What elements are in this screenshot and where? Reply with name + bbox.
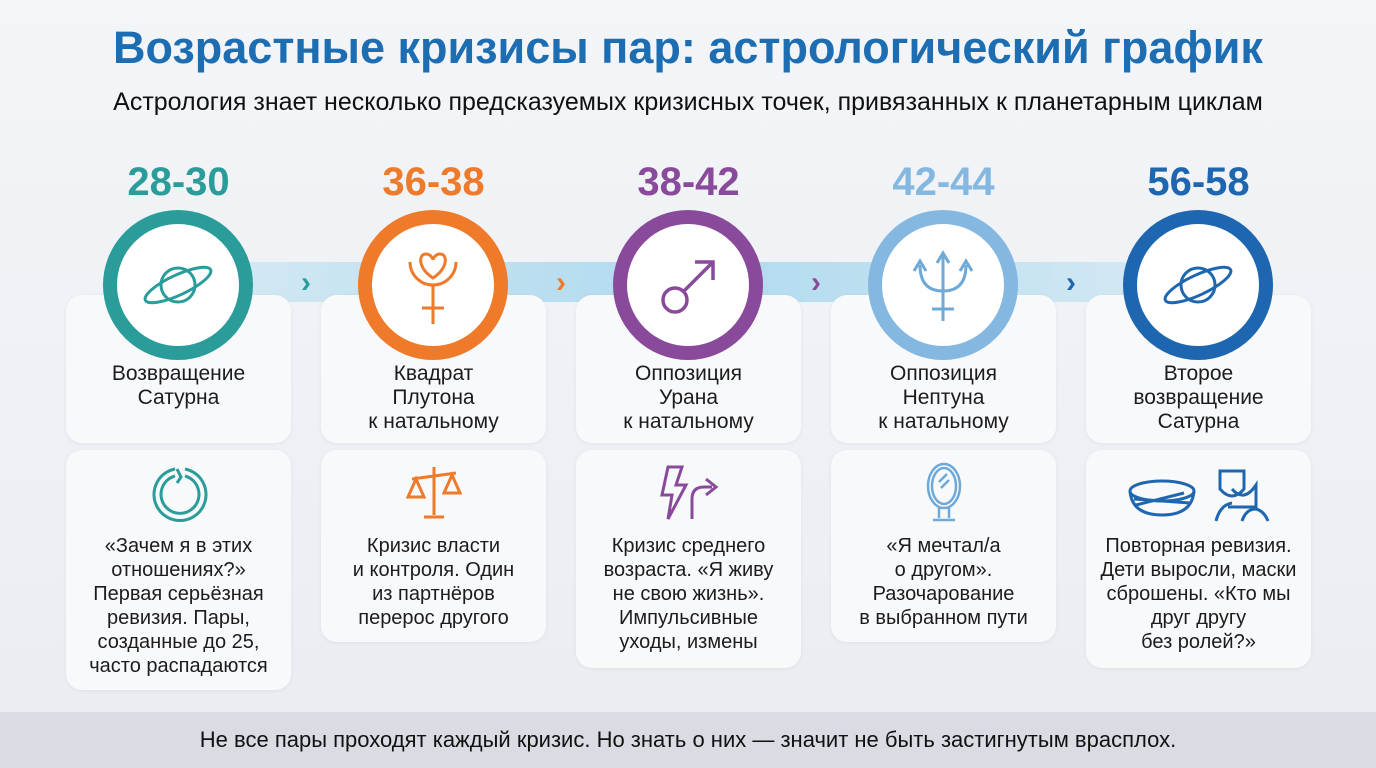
planet-card: Оппозиция Нептуна к натальному <box>831 295 1056 443</box>
stage-column: 28-30 Возвращение Сатурна «Зачем я в эти… <box>66 0 291 700</box>
scales-icon <box>321 460 546 526</box>
footer-note: Не все пары проходят каждый кризис. Но з… <box>0 712 1376 768</box>
neptune-icon <box>868 210 1018 360</box>
planet-aspect: Второе возвращение Сатурна <box>1133 362 1264 433</box>
stage-column: 42-44 Оппозиция Нептуна к натальному «Я … <box>831 0 1056 700</box>
planet-aspect: Квадрат Плутона к натальному <box>368 362 499 433</box>
page-subtitle: Астрология знает несколько предсказуемых… <box>113 88 1263 116</box>
chevron-right-icon: › <box>301 266 311 299</box>
mirror-icon <box>831 460 1056 526</box>
chevron-right-icon: › <box>811 266 821 299</box>
detail-text: Повторная ревизия. Дети выросли, маски с… <box>1100 535 1297 653</box>
detail-card: Кризис власти и контроля. Один из партнё… <box>321 450 546 642</box>
detail-text: Кризис среднего возраста. «Я живу не сво… <box>603 535 774 653</box>
saturn-icon <box>1123 210 1273 360</box>
lightning-turn-icon <box>576 460 801 526</box>
age-range: 28-30 <box>127 160 230 204</box>
pluto-icon <box>358 210 508 360</box>
broken-ring-icon <box>66 460 291 526</box>
chevron-right-icon: › <box>1066 266 1076 299</box>
age-range: 36-38 <box>382 160 485 204</box>
planet-card: Квадрат Плутона к натальному <box>321 295 546 443</box>
chevron-right-icon: › <box>556 266 566 299</box>
stage-column: 36-38 Квадрат Плутона к натальному Кризи… <box>321 0 546 700</box>
detail-card: «Я мечтал/а о другом». Разочарование в в… <box>831 450 1056 642</box>
detail-card: «Зачем я в этих отношениях?» Первая серь… <box>66 450 291 690</box>
planet-aspect: Возвращение Сатурна <box>111 362 246 409</box>
planet-aspect: Оппозиция Нептуна к натальному <box>878 362 1009 433</box>
age-range: 56-58 <box>1147 160 1250 204</box>
uranus-icon <box>613 210 763 360</box>
detail-text: Кризис власти и контроля. Один из партнё… <box>352 535 515 629</box>
age-range: 42-44 <box>892 160 995 204</box>
planet-aspect: Оппозиция Урана к натальному <box>623 362 754 433</box>
age-range: 38-42 <box>637 160 740 204</box>
page-title: Возрастные кризисы пар: астрологический … <box>113 22 1263 73</box>
detail-text: «Зачем я в этих отношениях?» Первая серь… <box>89 535 268 677</box>
detail-text: «Я мечтал/а о другом». Разочарование в в… <box>859 535 1028 629</box>
stage-column: 38-42 Оппозиция Урана к натальному Кризи… <box>576 0 801 700</box>
detail-card: Кризис среднего возраста. «Я живу не сво… <box>576 450 801 668</box>
saturn-icon <box>103 210 253 360</box>
nest-masks-icon <box>1086 460 1311 526</box>
stage-column: 56-58 Второе возвращение Сатурна Повторн… <box>1086 0 1311 700</box>
detail-card: Повторная ревизия. Дети выросли, маски с… <box>1086 450 1311 668</box>
